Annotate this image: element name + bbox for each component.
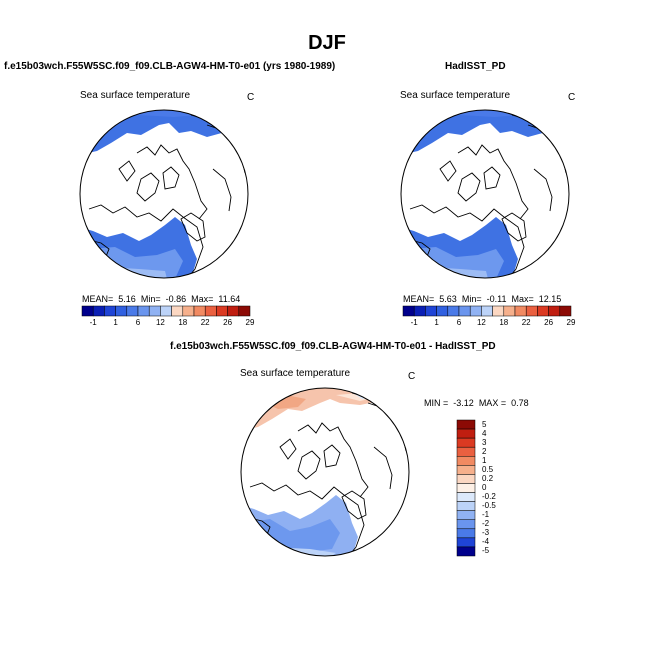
colorbar-swatch xyxy=(525,305,538,317)
colorbar-tick-label: -3 xyxy=(482,528,490,538)
colorbar-swatch xyxy=(160,305,172,317)
colorbar-tick-label: 22 xyxy=(200,318,210,327)
colorbar-tick-label: 6 xyxy=(456,318,462,327)
colorbar-swatch xyxy=(137,305,150,317)
colorbar-swatch xyxy=(238,305,251,317)
colorbar-tick-label: -4 xyxy=(482,537,490,547)
colorbar-swatch xyxy=(148,305,161,317)
panel3-colorbar xyxy=(456,419,476,557)
panel3-colorbar-ticks: 5 4 3 2 1 0.5 0.2 0 -0.2 -0.5 -1 -2 -3 -4 -5 xyxy=(482,420,522,556)
colorbar-tick-label: 18 xyxy=(499,318,509,327)
colorbar-tick-label: -2 xyxy=(482,519,490,529)
colorbar-swatch xyxy=(537,305,549,317)
panel1-units: C xyxy=(247,92,255,103)
panel2-subtitle: Sea surface temperature xyxy=(400,90,511,101)
colorbar-swatch xyxy=(456,537,476,548)
colorbar-tick-label: 12 xyxy=(476,318,486,327)
colorbar-tick-label: 18 xyxy=(178,318,188,327)
panel1-colorbar xyxy=(81,305,251,317)
colorbar-swatch xyxy=(425,305,437,317)
colorbar-tick-label: 2 xyxy=(482,446,487,456)
colorbar-swatch xyxy=(456,474,476,484)
colorbar-tick-label: 0 xyxy=(482,483,487,492)
colorbar-tick-label: 29 xyxy=(566,318,576,327)
colorbar-tick-label: 5 xyxy=(482,419,487,429)
colorbar-tick-label: 3 xyxy=(482,437,487,447)
colorbar-swatch xyxy=(204,305,217,317)
panel1-colorbar-ticks: -1 1 6 12 18 22 26 29 xyxy=(82,318,255,328)
colorbar-swatch xyxy=(104,305,116,317)
colorbar-swatch xyxy=(548,305,561,317)
colorbar-swatch xyxy=(456,465,476,475)
panel3-units: C xyxy=(408,371,416,382)
colorbar-swatch xyxy=(413,305,426,317)
panel1-subtitle: Sea surface temperature xyxy=(80,90,191,101)
colorbar-tick-label: 4 xyxy=(482,428,487,438)
colorbar-swatch xyxy=(559,305,572,317)
colorbar-tick-label: 1 xyxy=(113,318,118,327)
colorbar-tick-label: -0.5 xyxy=(482,501,496,511)
colorbar-tick-label: 1 xyxy=(434,318,439,327)
colorbar-swatch xyxy=(458,305,471,317)
colorbar-tick-label: 0.2 xyxy=(482,473,494,483)
panel2-units: C xyxy=(568,92,576,103)
colorbar-tick-label: 0.5 xyxy=(482,464,494,474)
colorbar-swatch xyxy=(193,305,206,317)
colorbar-swatch xyxy=(216,305,228,317)
colorbar-tick-label: 6 xyxy=(135,318,141,327)
panel2-header: HadISST_PD xyxy=(445,61,506,72)
panel3-stats: MIN = -3.12 MAX = 0.78 xyxy=(424,398,529,408)
colorbar-swatch xyxy=(492,305,505,317)
colorbar-tick-label: -1 xyxy=(410,318,418,327)
colorbar-swatch xyxy=(92,305,105,317)
colorbar-swatch xyxy=(171,305,184,317)
colorbar-tick-label: 29 xyxy=(245,318,255,327)
colorbar-tick-label: -5 xyxy=(482,546,490,556)
colorbar-swatch xyxy=(456,510,476,520)
colorbar-tick-label: 1 xyxy=(482,455,487,465)
colorbar-swatch xyxy=(456,492,476,502)
panel2-colorbar-ticks: -1 1 6 12 18 22 26 29 xyxy=(403,318,576,328)
colorbar-swatch xyxy=(456,456,476,466)
panel3-map xyxy=(240,387,410,557)
colorbar-tick-label: 22 xyxy=(521,318,531,327)
colorbar-swatch xyxy=(456,437,476,448)
figure-title: DJF xyxy=(308,32,346,54)
colorbar-swatch xyxy=(456,483,476,493)
colorbar-tick-label: 12 xyxy=(155,318,165,327)
panel2-stats: MEAN= 5.63 Min= -0.11 Max= 12.15 xyxy=(403,294,562,304)
colorbar-swatch xyxy=(456,528,476,539)
panel2-map xyxy=(400,109,570,279)
colorbar-swatch xyxy=(182,305,195,317)
colorbar-swatch xyxy=(514,305,527,317)
colorbar-swatch xyxy=(447,305,460,317)
colorbar-tick-label: -1 xyxy=(89,318,97,327)
colorbar-tick-label: -1 xyxy=(482,510,490,520)
colorbar-swatch xyxy=(469,305,482,317)
colorbar-swatch xyxy=(81,305,94,317)
colorbar-swatch xyxy=(456,419,476,430)
panel1-map xyxy=(79,109,249,279)
colorbar-swatch xyxy=(456,519,476,530)
colorbar-swatch xyxy=(456,546,476,557)
colorbar-tick-label: -0.2 xyxy=(482,492,496,502)
panel1-stats: MEAN= 5.16 Min= -0.86 Max= 11.64 xyxy=(82,294,241,304)
panel3-subtitle: Sea surface temperature xyxy=(240,368,351,379)
colorbar-tick-label: 26 xyxy=(544,318,554,327)
panel3-header: f.e15b03wch.F55W5SC.f09_f09.CLB-AGW4-HM-… xyxy=(170,341,496,352)
colorbar-swatch xyxy=(115,305,128,317)
colorbar-swatch xyxy=(436,305,449,317)
colorbar-swatch xyxy=(456,428,476,439)
colorbar-swatch xyxy=(227,305,240,317)
panel2-colorbar xyxy=(402,305,572,317)
colorbar-swatch xyxy=(503,305,516,317)
colorbar-swatch xyxy=(456,501,476,511)
colorbar-swatch xyxy=(481,305,493,317)
colorbar-swatch xyxy=(126,305,139,317)
colorbar-swatch xyxy=(456,446,476,457)
panel1-header: f.e15b03wch.F55W5SC.f09_f09.CLB-AGW4-HM-… xyxy=(4,61,336,72)
colorbar-tick-label: 26 xyxy=(223,318,233,327)
colorbar-swatch xyxy=(402,305,415,317)
